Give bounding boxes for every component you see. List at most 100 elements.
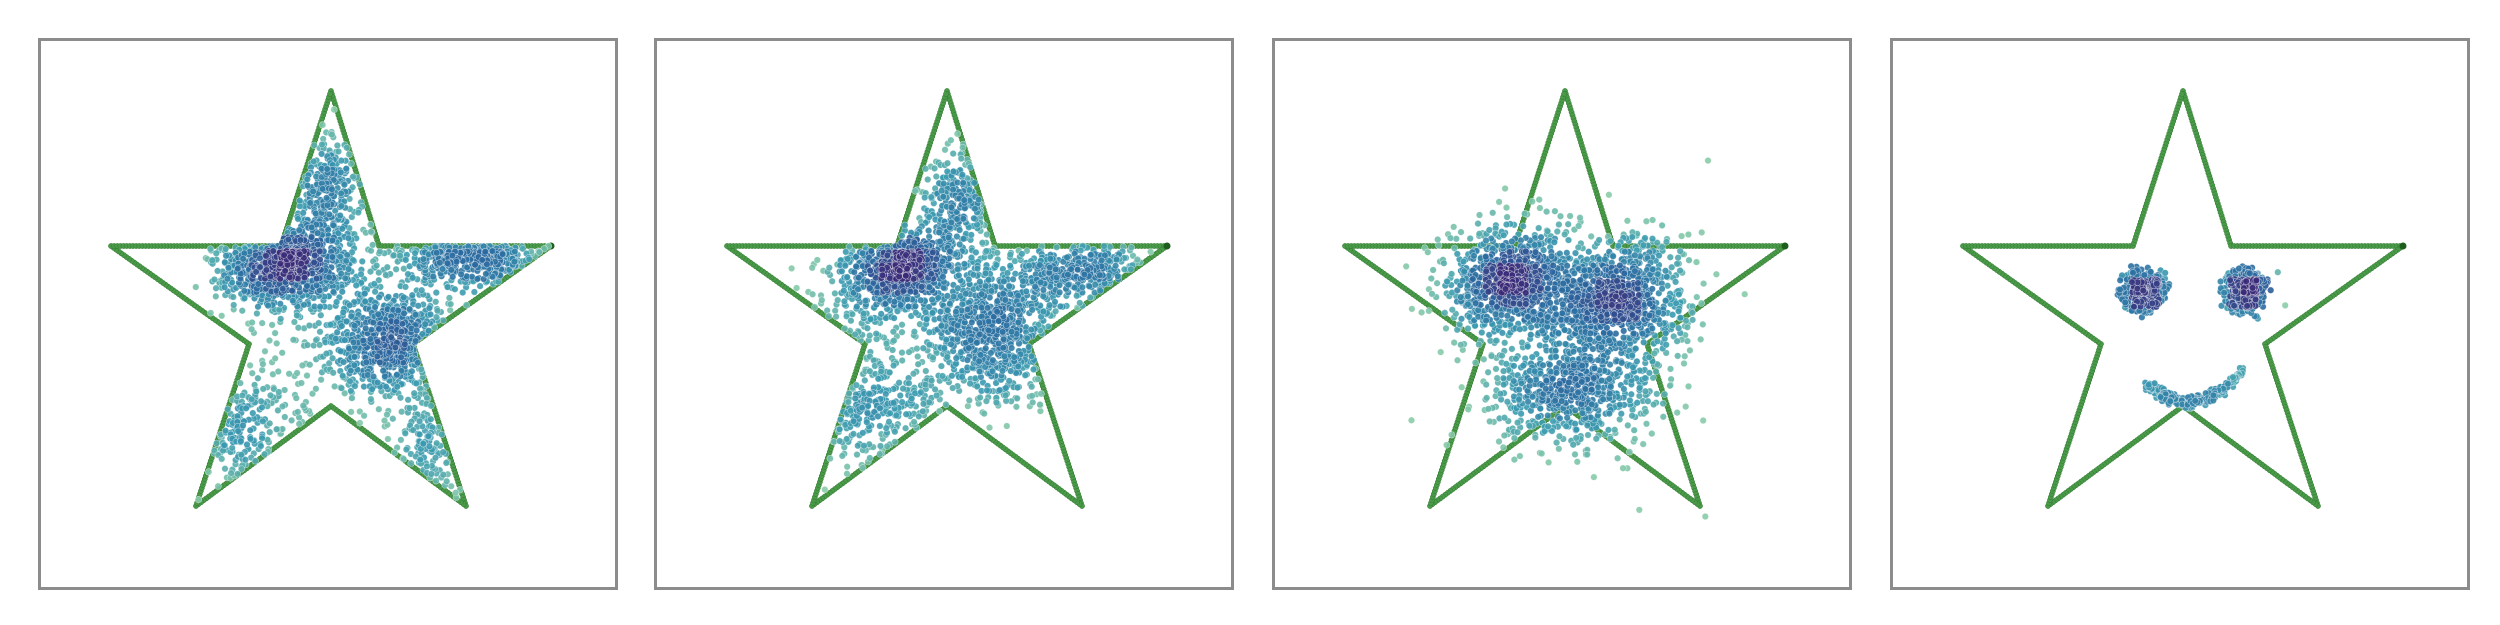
sample-point — [313, 275, 321, 283]
sample-point — [1028, 392, 1036, 400]
sample-point — [928, 377, 936, 385]
sample-point — [375, 405, 383, 413]
sample-point — [445, 294, 454, 302]
sample-point — [297, 260, 305, 268]
sample-point — [336, 211, 344, 220]
sample-point — [866, 332, 874, 340]
sample-point — [843, 273, 851, 281]
sample-point — [266, 428, 274, 436]
sample-point — [831, 307, 839, 315]
sample-point — [314, 240, 322, 249]
sample-point — [338, 288, 346, 296]
sample-point — [237, 451, 245, 459]
sample-point — [488, 247, 497, 255]
sample-point — [248, 318, 256, 327]
sample-point — [220, 441, 228, 449]
sample-point — [416, 430, 424, 439]
sample-point — [938, 372, 947, 380]
sample-point — [432, 298, 440, 306]
sample-point — [429, 273, 437, 281]
sample-point — [218, 455, 226, 463]
sample-point — [947, 136, 955, 144]
sample-point — [993, 249, 1001, 257]
sample-point — [938, 187, 946, 195]
sample-point — [350, 353, 359, 361]
sample-point — [896, 391, 904, 400]
sample-point — [882, 340, 891, 348]
sample-point — [919, 407, 927, 415]
sample-point — [1006, 262, 1014, 270]
sample-point — [246, 435, 255, 443]
sample-point — [453, 258, 461, 266]
sample-point — [340, 358, 348, 366]
sample-point — [1046, 255, 1054, 263]
sample-point — [419, 440, 427, 448]
sample-point — [367, 221, 375, 229]
sample-point — [954, 284, 962, 292]
sample-point — [446, 306, 454, 314]
sample-point — [256, 263, 264, 271]
sample-point — [1039, 308, 1048, 316]
sample-point — [240, 294, 249, 302]
sample-point — [293, 369, 301, 377]
point-cloud — [192, 105, 553, 504]
sample-point — [976, 393, 984, 402]
sample-point — [1036, 401, 1044, 409]
sample-point — [1009, 275, 1017, 283]
sample-point — [301, 274, 309, 282]
sample-point — [262, 252, 270, 260]
sample-point — [341, 389, 349, 397]
sample-point — [373, 262, 381, 270]
sample-point — [347, 408, 355, 416]
sample-point — [274, 406, 282, 415]
sample-point — [265, 336, 274, 345]
sample-point — [328, 130, 336, 139]
sample-point — [925, 213, 933, 221]
sample-point — [401, 340, 409, 348]
sample-point — [788, 264, 796, 272]
sample-point — [843, 435, 851, 443]
sample-point — [325, 273, 333, 281]
sample-point — [913, 345, 921, 353]
sample-point — [224, 405, 232, 413]
sample-point — [398, 408, 406, 416]
sample-point — [311, 251, 319, 260]
sample-point — [872, 330, 880, 338]
sample-point — [927, 193, 935, 201]
sample-point — [930, 164, 939, 172]
sample-point — [427, 415, 435, 423]
sample-point — [898, 398, 906, 406]
sample-point — [375, 293, 383, 301]
outline-point — [943, 91, 949, 97]
sample-point — [863, 324, 871, 332]
sample-point — [898, 349, 906, 357]
sample-point — [892, 411, 900, 420]
sample-point — [397, 436, 405, 444]
sample-point — [937, 308, 945, 316]
sample-point — [356, 407, 364, 416]
sample-point — [427, 470, 436, 478]
sample-point — [847, 407, 855, 415]
sample-point — [325, 210, 333, 218]
sample-point — [392, 265, 400, 273]
sample-point — [221, 283, 229, 291]
sample-point — [447, 266, 455, 274]
sample-point — [370, 280, 378, 288]
sample-point — [852, 381, 860, 389]
sample-point — [988, 367, 997, 375]
sample-point — [955, 271, 963, 279]
sample-point — [406, 404, 414, 412]
sample-point — [333, 298, 341, 306]
sample-point — [316, 328, 324, 336]
sample-point — [258, 366, 266, 374]
scatter-plot-2 — [724, 88, 1171, 509]
sample-point — [433, 307, 442, 315]
sample-point — [412, 379, 420, 388]
sample-point — [393, 383, 401, 391]
scatter-plot-1 — [108, 88, 555, 509]
sample-point — [889, 346, 897, 354]
sample-point — [376, 358, 384, 367]
sample-point — [214, 482, 222, 490]
sample-point — [284, 235, 292, 244]
sample-point — [902, 424, 910, 432]
